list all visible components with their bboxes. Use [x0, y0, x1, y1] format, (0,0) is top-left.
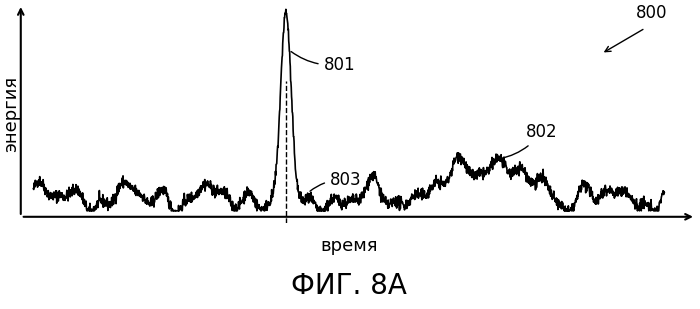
Text: 803: 803 — [310, 171, 361, 191]
Text: энергия: энергия — [2, 75, 20, 151]
Text: 802: 802 — [500, 123, 557, 159]
Text: время: время — [320, 237, 377, 255]
Text: 801: 801 — [291, 52, 355, 74]
Text: 800: 800 — [636, 4, 667, 22]
Text: ФИГ. 8А: ФИГ. 8А — [291, 273, 407, 300]
